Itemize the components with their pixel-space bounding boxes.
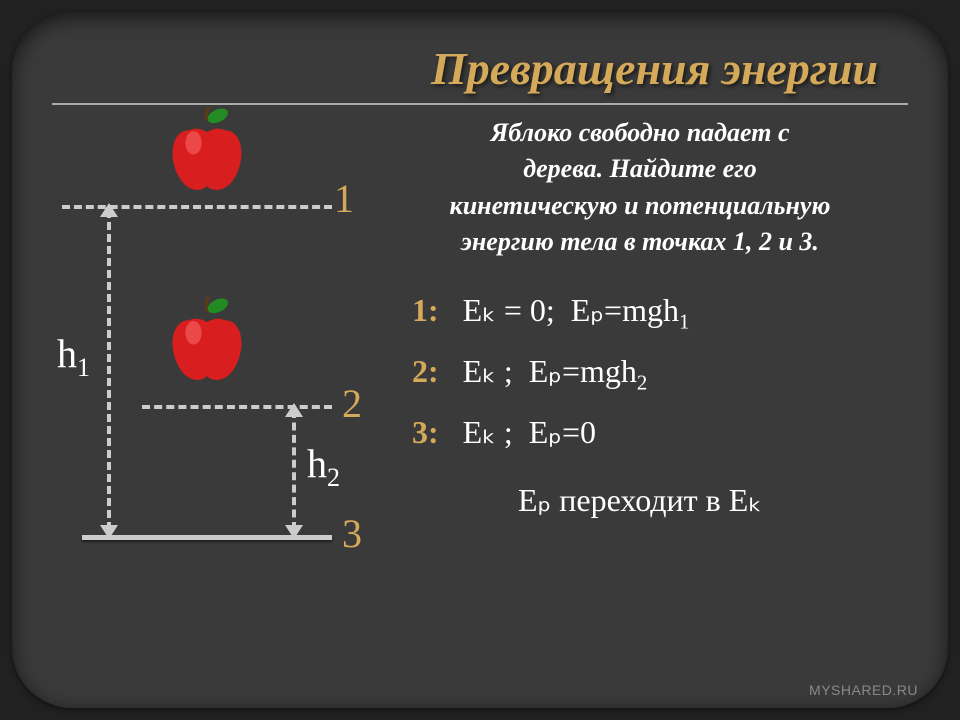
equation-row-1: 1: Eₖ = 0; Eₚ=mgh1 [412,291,908,334]
equation-row-2: 2: Eₖ ; Eₚ=mgh2 [412,352,908,395]
slide-title: Превращения энергии [52,42,878,95]
problem-statement: Яблоко свободно падает с дерева. Найдите… [372,115,908,261]
equation-row-3: 3: Eₖ ; Eₚ=0 [412,413,908,451]
conclusion-text: Eₚ переходит в Eₖ [372,481,908,519]
h2-arrow-down [285,525,303,539]
apple-icon-1 [162,105,252,195]
h2-arrow-line [292,410,296,530]
point-2-label: 2 [342,380,362,427]
h1-arrow-down [100,525,118,539]
content-area: 1 2 3 [52,115,908,655]
level-2-line [142,405,332,409]
text-column: Яблоко свободно падает с дерева. Найдите… [372,115,908,519]
point-1-label: 1 [334,175,354,222]
h1-arrow-up [100,203,118,217]
equation-list: 1: Eₖ = 0; Eₚ=mgh1 2: Eₖ ; Eₚ=mgh2 3: Eₖ… [412,291,908,452]
h2-label: h2 [307,440,340,493]
apple-icon-2 [162,295,252,385]
h1-arrow-line [107,210,111,530]
energy-diagram: 1 2 3 [62,115,382,595]
watermark: MYSHARED.RU [809,682,918,698]
slide-frame: Превращения энергии 1 [12,12,948,708]
point-3-label: 3 [342,510,362,557]
h2-arrow-up [285,403,303,417]
h1-label: h1 [57,330,90,383]
